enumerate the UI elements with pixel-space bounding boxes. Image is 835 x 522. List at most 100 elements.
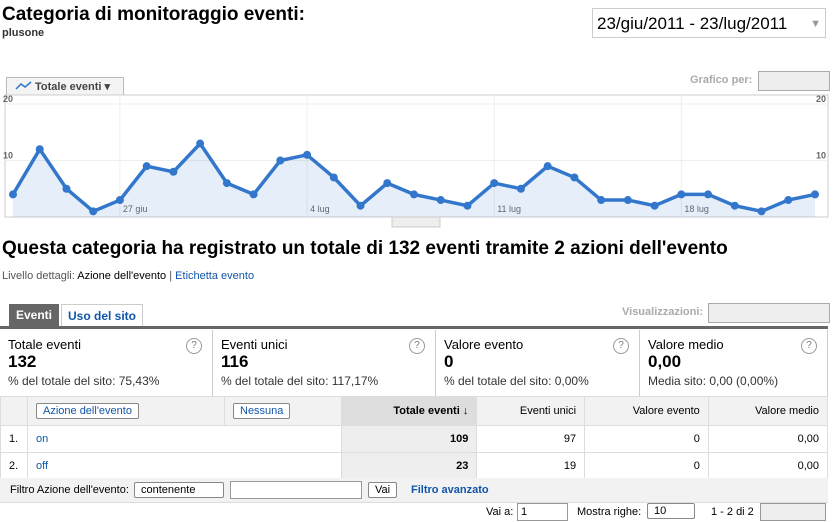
x-tick-label: 27 giu (123, 204, 148, 214)
scorecard: Valore evento 0 % del totale del sito: 0,0… (436, 330, 640, 396)
point (757, 207, 766, 216)
visualizations: Visualizzazioni: (622, 306, 704, 318)
point (811, 190, 819, 199)
y-tick-label-right: 10 (816, 151, 826, 161)
visualization-buttons[interactable] (708, 303, 830, 323)
row: 2. off 23 19 0 0,00 (0, 452, 829, 480)
point (196, 139, 205, 148)
cell: 0,00 (707, 425, 829, 453)
cell: 2. (0, 452, 28, 480)
x-tick-label: 4 lug (310, 204, 330, 214)
point (115, 196, 124, 205)
scorecard: Totale eventi 132 % del totale del sito: 7… (0, 330, 213, 396)
point (222, 179, 231, 188)
point (89, 207, 98, 216)
x-tick-label: 11 lug (497, 204, 521, 214)
cell: 0 (584, 425, 709, 453)
point (490, 179, 499, 188)
scorecard: Valore medio 0,00 Media sito: 0,00 (0,00%)… (640, 330, 828, 396)
page-title: Categoria di monitoraggio eventi: (2, 4, 305, 25)
tab[interactable]: Eventi (9, 304, 60, 326)
x-tick-label: 18 lug (684, 204, 709, 214)
point (730, 201, 739, 210)
point (276, 156, 285, 165)
column-header[interactable]: Valore medio (707, 396, 829, 426)
cell: 97 (476, 425, 586, 453)
point (677, 190, 686, 199)
point (249, 190, 258, 199)
goto-input[interactable]: 1 (517, 503, 568, 521)
point (62, 184, 71, 193)
column-header[interactable]: Totale eventi ↓ (340, 396, 478, 426)
goto-label: Vai a: (486, 506, 514, 518)
scorecard-value: 0,00 (648, 352, 682, 371)
scorecard-title: Valore medio (648, 337, 724, 352)
filter-button[interactable]: Vai (368, 482, 398, 498)
point (543, 162, 552, 171)
filter-select[interactable]: contenente (134, 482, 224, 498)
scorecard-title: Totale eventi (8, 337, 81, 352)
point (383, 179, 392, 188)
column-header[interactable]: Eventi unici (476, 396, 586, 426)
pager[interactable] (760, 503, 826, 521)
cell[interactable]: off (27, 452, 342, 480)
scorecard-sub: % del totale del sito: 117,17% (221, 374, 379, 388)
separator: | (169, 270, 173, 282)
point (356, 201, 365, 210)
tab[interactable]: Uso del sito (61, 304, 144, 326)
point (597, 196, 606, 205)
point (784, 196, 793, 205)
subtitle: plusone (2, 27, 45, 39)
y-tick-label: 10 (3, 151, 13, 161)
row: 1. on 109 97 0 0,00 (0, 425, 829, 453)
graph-by-buttons[interactable] (758, 71, 830, 91)
point (570, 173, 579, 182)
detail-current: Azione dell'evento (77, 270, 167, 282)
cell: 0,00 (707, 452, 829, 480)
scorecard-value: 116 (221, 352, 249, 371)
point (436, 196, 445, 205)
column-header[interactable]: Valore evento (584, 396, 709, 426)
summary-heading: Questa categoria ha registrato un totale… (2, 238, 728, 259)
area (13, 143, 815, 217)
rows-label: Mostra righe: (577, 506, 642, 518)
page-range: 1 - 2 di 2 (711, 506, 754, 518)
cell[interactable]: on (27, 425, 342, 453)
header-row: Azione dell'evento Nessuna Totale eventi… (0, 396, 829, 426)
cell: 23 (340, 452, 478, 480)
scorecard-title: Eventi unici (221, 337, 288, 352)
rows-select[interactable]: 10 (647, 503, 695, 519)
filter-label: Filtro Azione dell'evento: (10, 484, 129, 496)
resize-handle (391, 216, 441, 228)
tab-rule (0, 326, 828, 329)
dimension-select[interactable]: Azione dell'evento (36, 403, 139, 419)
advanced-filter[interactable]: Filtro avanzato (411, 484, 489, 496)
filter-input[interactable] (230, 481, 362, 499)
point (35, 145, 44, 154)
scorecard-sub: Media sito: 0,00 (0,00%) (648, 374, 779, 388)
scorecard-sub: % del totale del sito: 75,43% (8, 374, 160, 388)
graph-by: Grafico per: (690, 74, 753, 86)
scorecard-help: ? (613, 338, 629, 354)
point (9, 190, 17, 199)
metric-icon (15, 81, 32, 90)
filter-select-text: contenente (141, 484, 196, 496)
point (463, 201, 472, 210)
scorecard-value: 0 (444, 352, 454, 371)
y-tick-label-right: 20 (816, 94, 826, 104)
cell: 1. (0, 425, 28, 453)
detail-level: Livello dettagli: Azione dell'evento | E… (2, 270, 254, 282)
point (329, 173, 338, 182)
cell: 19 (476, 452, 586, 480)
date-range[interactable]: 23/giu/2011 - 23/lug/2011 ▼ (592, 8, 826, 38)
detail-link[interactable]: Etichetta evento (175, 270, 255, 282)
scorecard-title: Valore evento (444, 337, 524, 352)
metric-tab[interactable]: Totale eventi ▾ (6, 77, 124, 95)
dimension-select[interactable]: Nessuna (233, 403, 291, 419)
point (169, 167, 178, 176)
metric-tab-label: Totale eventi (35, 81, 102, 93)
scorecard-value: 132 (8, 352, 37, 371)
scorecard-help: ? (186, 338, 202, 354)
detail-label: Livello dettagli: (2, 270, 75, 282)
